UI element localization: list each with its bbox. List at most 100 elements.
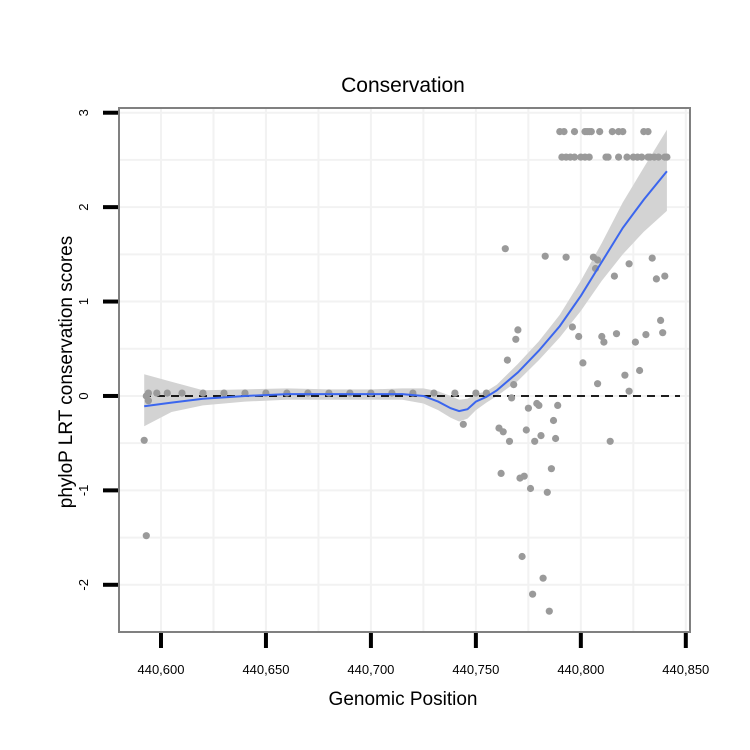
- data-point: [501, 245, 509, 253]
- data-point: [522, 426, 530, 434]
- x-tick-label: 440,800: [557, 662, 604, 677]
- chart-title: Conservation: [341, 74, 465, 97]
- data-point: [623, 153, 631, 161]
- y-tick-label: 1: [76, 298, 91, 305]
- data-point: [625, 260, 633, 268]
- data-point: [554, 401, 562, 409]
- data-point: [451, 389, 459, 397]
- data-point: [663, 153, 671, 161]
- x-tick-label: 440,850: [662, 662, 709, 677]
- data-point: [604, 153, 612, 161]
- data-point: [552, 434, 560, 443]
- data-point: [535, 401, 543, 409]
- y-tick-label: 2: [76, 204, 91, 211]
- data-point: [144, 397, 152, 405]
- x-axis-label: Genomic Position: [329, 689, 478, 710]
- data-point: [459, 420, 467, 428]
- data-point: [562, 253, 570, 261]
- data-point: [621, 371, 629, 379]
- data-point: [608, 128, 616, 136]
- data-point: [615, 153, 623, 161]
- data-point: [512, 335, 520, 343]
- data-point: [594, 380, 602, 388]
- data-point: [570, 153, 579, 161]
- y-axis: -2 -1 0 1 2 3: [76, 109, 118, 591]
- data-point: [526, 484, 535, 493]
- data-point: [625, 387, 633, 395]
- data-point: [508, 394, 516, 402]
- y-tick-label: 3: [76, 109, 91, 116]
- y-tick-label: -1: [76, 485, 91, 497]
- data-point: [575, 332, 583, 341]
- data-point: [612, 330, 621, 338]
- data-point: [644, 128, 652, 136]
- data-point: [661, 272, 669, 280]
- data-point: [541, 252, 549, 260]
- data-point: [531, 437, 539, 445]
- data-point: [505, 437, 514, 445]
- data-point: [606, 437, 614, 445]
- data-point: [579, 359, 587, 367]
- data-point: [545, 607, 553, 615]
- data-point: [510, 381, 518, 389]
- smooth-line: [144, 170, 668, 413]
- x-tick-label: 440,600: [137, 662, 184, 677]
- data-point: [539, 574, 547, 582]
- data-point: [644, 153, 652, 161]
- grid: [119, 108, 690, 632]
- y-axis-label: phyloP LRT conservation scores: [56, 236, 77, 509]
- data-point: [220, 389, 228, 397]
- y-tick-label: 0: [76, 392, 91, 399]
- data-point: [648, 254, 656, 262]
- data-point: [543, 488, 551, 496]
- data-point: [514, 326, 522, 334]
- data-point: [520, 472, 528, 480]
- data-point: [598, 332, 606, 341]
- data-point: [518, 552, 526, 561]
- data-point: [570, 128, 579, 136]
- data-point: [524, 404, 533, 412]
- data-point: [430, 389, 438, 397]
- data-point: [659, 329, 667, 337]
- data-point: [178, 389, 186, 397]
- y-tick-label: -2: [76, 579, 91, 591]
- data-point: [596, 128, 604, 136]
- x-tick-label: 440,700: [347, 662, 394, 677]
- scatter-points: [140, 128, 671, 615]
- data-point: [144, 389, 152, 397]
- data-point: [657, 316, 665, 324]
- data-point: [529, 590, 537, 598]
- data-point: [642, 331, 650, 339]
- data-point: [652, 275, 661, 283]
- plot-frame: [118, 107, 691, 633]
- x-tick-label: 440,650: [242, 662, 289, 677]
- data-point: [610, 272, 619, 280]
- data-point: [142, 532, 150, 540]
- x-axis: 440,600 440,650 440,700 440,750 440,800 440,8…: [137, 633, 709, 677]
- data-point: [594, 256, 602, 264]
- data-point: [499, 428, 507, 436]
- data-point: [636, 366, 644, 375]
- data-point: [654, 153, 663, 161]
- data-point: [615, 128, 623, 136]
- data-point: [581, 153, 589, 161]
- data-point: [199, 389, 207, 397]
- data-point: [560, 128, 568, 136]
- confidence-band: [144, 129, 667, 427]
- data-point: [140, 436, 148, 444]
- data-point: [585, 128, 593, 136]
- data-point: [547, 465, 556, 473]
- data-point: [537, 432, 545, 440]
- data-point: [163, 389, 171, 397]
- x-tick-label: 440,750: [452, 662, 499, 677]
- data-point: [568, 323, 577, 331]
- data-point: [241, 389, 249, 397]
- data-point: [549, 416, 558, 425]
- data-point: [600, 338, 608, 346]
- data-point: [153, 389, 161, 397]
- data-point: [503, 356, 511, 364]
- data-point: [497, 469, 505, 477]
- data-point: [638, 153, 646, 161]
- data-point: [631, 338, 640, 346]
